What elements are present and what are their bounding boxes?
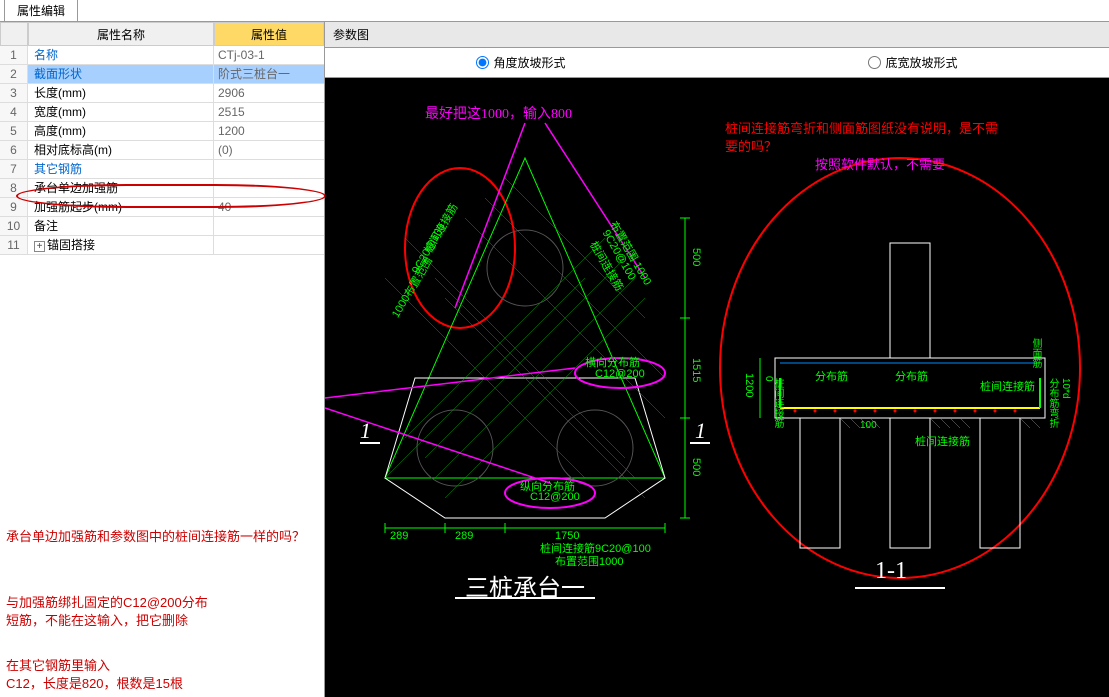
plan-view bbox=[385, 158, 690, 533]
dim-500a: 500 bbox=[690, 248, 702, 266]
annotation-left-1: 承台单边加强筋和参数图中的桩间连接筋一样的吗？ bbox=[0, 524, 324, 550]
property-value[interactable]: 2515 bbox=[214, 103, 324, 122]
tab-properties[interactable]: 属性编辑 bbox=[4, 0, 78, 21]
lbl-fenbu2: 分布筋 bbox=[895, 368, 928, 384]
title-plan: 三桩承台一 bbox=[465, 568, 585, 603]
property-name: 备注 bbox=[28, 217, 214, 236]
property-row[interactable]: 3长度(mm)2906 bbox=[0, 84, 324, 103]
annotation-left-3: 在其它钢筋里输入 C12，长度是820，根数是15根 bbox=[0, 653, 324, 697]
property-name: +锚固搭接 bbox=[28, 236, 214, 255]
row-number: 9 bbox=[0, 198, 28, 217]
row-number: 11 bbox=[0, 236, 28, 255]
property-panel: 属性名称 属性值 1名称CTj-03-12截面形状阶式三桩台一3长度(mm)29… bbox=[0, 22, 325, 697]
property-value[interactable]: 2906 bbox=[214, 84, 324, 103]
property-value[interactable] bbox=[214, 217, 324, 236]
lbl-buzhi-bot: 布置范围1000 bbox=[555, 553, 623, 569]
dim-0: 0 bbox=[763, 376, 774, 382]
lbl-fbwz-R: 分布筋弯折 bbox=[1045, 378, 1060, 428]
lbl-fenbu1: 分布筋 bbox=[815, 368, 848, 384]
property-value[interactable]: CTj-03-1 bbox=[214, 46, 324, 65]
row-number: 5 bbox=[0, 122, 28, 141]
ann-right-red1: 桩间连接筋弯折和侧面筋图纸没有说明，是不需 bbox=[725, 118, 998, 137]
property-name: 承台单边加强筋 bbox=[28, 179, 214, 198]
property-name: 加强筋起步(mm) bbox=[28, 198, 214, 217]
row-number: 3 bbox=[0, 84, 28, 103]
property-row[interactable]: 4宽度(mm)2515 bbox=[0, 103, 324, 122]
header-name: 属性名称 bbox=[28, 22, 214, 46]
property-name: 相对底标高(m) bbox=[28, 141, 214, 160]
dim-1515: 1515 bbox=[690, 358, 702, 382]
property-row[interactable]: 2截面形状阶式三桩台一 bbox=[0, 65, 324, 84]
property-row[interactable]: 1名称CTj-03-1 bbox=[0, 46, 324, 65]
row-number: 2 bbox=[0, 65, 28, 84]
drawing-canvas: 最好把这1000，输入800 桩间连接筋弯折和侧面筋图纸没有说明，是不需 要的吗… bbox=[325, 78, 1109, 697]
property-row[interactable]: 10备注 bbox=[0, 217, 324, 236]
property-name: 名称 bbox=[28, 46, 214, 65]
annotation-left-2: 与加强筋绑扎固定的C12@200分布 短筋，不能在这输入，把它删除 bbox=[0, 590, 324, 634]
property-body: 1名称CTj-03-12截面形状阶式三桩台一3长度(mm)29064宽度(mm)… bbox=[0, 46, 324, 504]
lbl-c12-2: C12@200 bbox=[530, 491, 580, 503]
property-row[interactable]: 7其它钢筋 bbox=[0, 160, 324, 179]
property-name: 高度(mm) bbox=[28, 122, 214, 141]
row-number: 1 bbox=[0, 46, 28, 65]
property-name: 截面形状 bbox=[28, 65, 214, 84]
diagram-svg bbox=[325, 78, 1109, 638]
lbl-zhuangjian-sec: 桩间连接筋 bbox=[980, 378, 1035, 394]
property-value[interactable] bbox=[214, 236, 324, 255]
property-row[interactable]: 5高度(mm)1200 bbox=[0, 122, 324, 141]
radio-angle-label: 角度放坡形式 bbox=[493, 54, 565, 71]
property-name: 宽度(mm) bbox=[28, 103, 214, 122]
dim-1200: 1200 bbox=[743, 373, 755, 397]
section-mark-r: 1 bbox=[695, 418, 706, 444]
section-mark-l: 1 bbox=[360, 418, 371, 444]
radio-width-input[interactable] bbox=[868, 56, 881, 69]
expand-icon[interactable]: + bbox=[34, 241, 45, 252]
row-number: 7 bbox=[0, 160, 28, 179]
lbl-zhuangjian-sec2: 桩间连接筋 bbox=[915, 433, 970, 449]
property-value[interactable]: 40 bbox=[214, 198, 324, 217]
section-view bbox=[760, 243, 1045, 548]
radio-width-label: 底宽放坡形式 bbox=[885, 54, 957, 71]
row-number: 10 bbox=[0, 217, 28, 236]
property-value[interactable]: 1200 bbox=[214, 122, 324, 141]
property-row[interactable]: 6相对底标高(m)(0) bbox=[0, 141, 324, 160]
radio-bar: 角度放坡形式 底宽放坡形式 bbox=[325, 48, 1109, 78]
canvas-panel: 参数图 角度放坡形式 底宽放坡形式 bbox=[325, 22, 1109, 697]
row-number: 8 bbox=[0, 179, 28, 198]
dim-10d: 10*d bbox=[1060, 378, 1071, 399]
header-value: 属性值 bbox=[214, 22, 324, 46]
property-name: 其它钢筋 bbox=[28, 160, 214, 179]
radio-width-slope[interactable]: 底宽放坡形式 bbox=[868, 54, 957, 71]
property-header: 属性名称 属性值 bbox=[0, 22, 324, 46]
title-section: 1-1 bbox=[875, 558, 907, 585]
lbl-zjwz-L: 桩间连接筋 bbox=[770, 378, 785, 428]
ann-right-magenta: 按照软件默认，不需要 bbox=[815, 154, 945, 173]
lbl-cemian: 侧面筋 bbox=[1028, 338, 1043, 368]
property-value[interactable] bbox=[214, 160, 324, 179]
dim-289b: 289 bbox=[455, 530, 473, 542]
ann-right-red2: 要的吗？ bbox=[725, 136, 777, 155]
ann-top-magenta: 最好把这1000，输入800 bbox=[425, 103, 572, 123]
row-number: 6 bbox=[0, 141, 28, 160]
tab-strip: 属性编辑 bbox=[0, 0, 1109, 22]
lbl-c12-1: C12@200 bbox=[595, 368, 645, 380]
radio-angle-input[interactable] bbox=[476, 56, 489, 69]
property-value[interactable] bbox=[214, 179, 324, 198]
radio-angle-slope[interactable]: 角度放坡形式 bbox=[476, 54, 565, 71]
property-row[interactable]: 8承台单边加强筋 bbox=[0, 179, 324, 198]
dim-289a: 289 bbox=[390, 530, 408, 542]
dim-500b: 500 bbox=[690, 458, 702, 476]
row-number: 4 bbox=[0, 103, 28, 122]
property-value[interactable]: (0) bbox=[214, 141, 324, 160]
canvas-title-tab: 参数图 bbox=[325, 22, 1109, 48]
dim-100: 100 bbox=[860, 420, 877, 431]
property-value[interactable]: 阶式三桩台一 bbox=[214, 65, 324, 84]
property-name: 长度(mm) bbox=[28, 84, 214, 103]
property-row[interactable]: 11+锚固搭接 bbox=[0, 236, 324, 255]
property-row[interactable]: 9加强筋起步(mm)40 bbox=[0, 198, 324, 217]
